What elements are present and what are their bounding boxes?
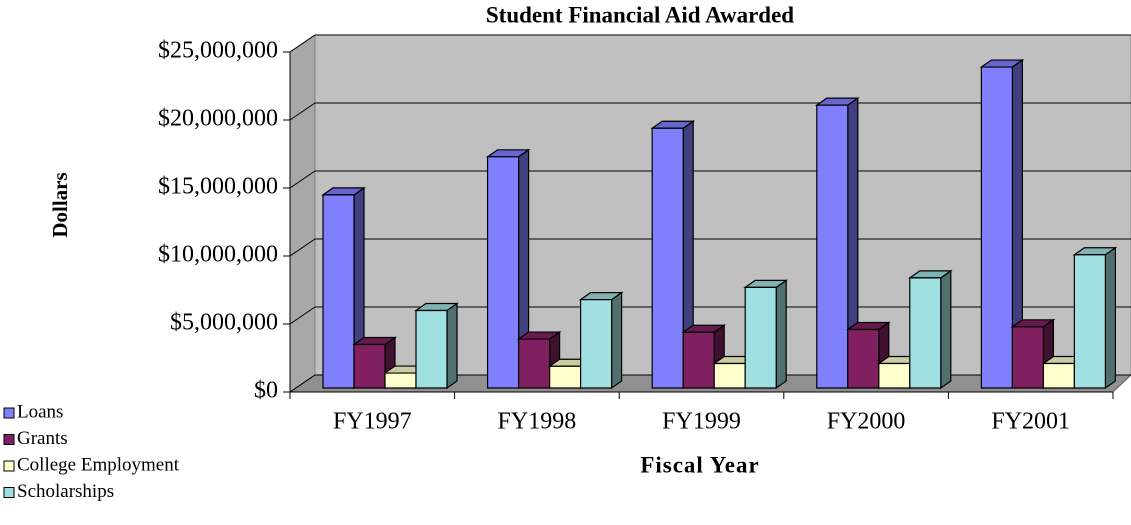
legend-swatch xyxy=(3,407,15,419)
bar xyxy=(814,96,860,390)
bar-front xyxy=(713,362,746,389)
x-tick-label: FY1998 xyxy=(498,409,577,435)
y-tick-label: $20,000,000 xyxy=(158,106,278,132)
bar-front xyxy=(1011,326,1045,389)
legend-label: College Employment xyxy=(17,454,180,475)
bar xyxy=(414,302,459,390)
bar-front xyxy=(682,331,715,389)
bar xyxy=(1072,246,1118,390)
x-tick-label: FY2001 xyxy=(991,409,1070,435)
bar-front xyxy=(1073,254,1107,389)
bar-front xyxy=(384,372,417,389)
chart-title: Student Financial Aid Awarded xyxy=(486,2,794,27)
y-tick-label: $0 xyxy=(254,378,278,404)
x-tick-label: FY1997 xyxy=(333,409,412,435)
x-tick-label: FY1999 xyxy=(662,409,741,435)
grid-line xyxy=(289,374,316,393)
legend-label: Scholarships xyxy=(17,481,114,502)
bar-front xyxy=(980,66,1014,389)
bar xyxy=(743,279,789,390)
x-axis-title: Fiscal Year xyxy=(640,452,759,477)
bar-front xyxy=(579,299,613,389)
bar-side xyxy=(446,302,458,390)
legend-label: Grants xyxy=(17,428,68,449)
legend-swatch xyxy=(3,460,15,472)
bar-side xyxy=(940,269,952,390)
y-tick-label: $25,000,000 xyxy=(158,38,278,64)
grid-line xyxy=(289,34,316,53)
legend-label: Loans xyxy=(17,401,63,422)
bar-front xyxy=(548,365,582,389)
bar-front xyxy=(322,194,355,389)
bar xyxy=(321,186,366,390)
side-wall xyxy=(289,34,316,393)
y-axis-title: Dollars xyxy=(48,172,72,237)
bar xyxy=(650,120,696,390)
bar-front xyxy=(353,343,386,389)
bar-front xyxy=(517,338,551,389)
y-tick-label: $15,000,000 xyxy=(158,174,278,200)
bar-side xyxy=(1104,246,1117,390)
grid-line xyxy=(289,102,316,121)
bar-front xyxy=(816,104,849,389)
bar-side xyxy=(775,279,787,390)
bar xyxy=(578,291,624,390)
y-tick-label: $5,000,000 xyxy=(170,310,278,336)
bar xyxy=(907,269,953,390)
grid-line xyxy=(289,306,316,325)
bar-front xyxy=(744,286,777,389)
grid-line xyxy=(289,238,316,257)
bar-front xyxy=(878,362,911,389)
legend-swatch xyxy=(3,434,15,445)
bar xyxy=(516,330,562,390)
bar xyxy=(845,321,891,390)
grid-line xyxy=(289,170,316,189)
bar xyxy=(979,58,1025,390)
bar-front xyxy=(487,156,520,389)
bar-side xyxy=(610,291,623,390)
x-tick-label: FY2000 xyxy=(827,409,906,435)
bar-front xyxy=(847,328,880,389)
bar-front xyxy=(651,127,684,389)
bar-front xyxy=(909,277,942,389)
bar-front xyxy=(415,309,448,389)
bar-front xyxy=(1042,362,1076,389)
y-tick-label: $10,000,000 xyxy=(158,242,278,268)
legend-swatch xyxy=(3,487,15,498)
